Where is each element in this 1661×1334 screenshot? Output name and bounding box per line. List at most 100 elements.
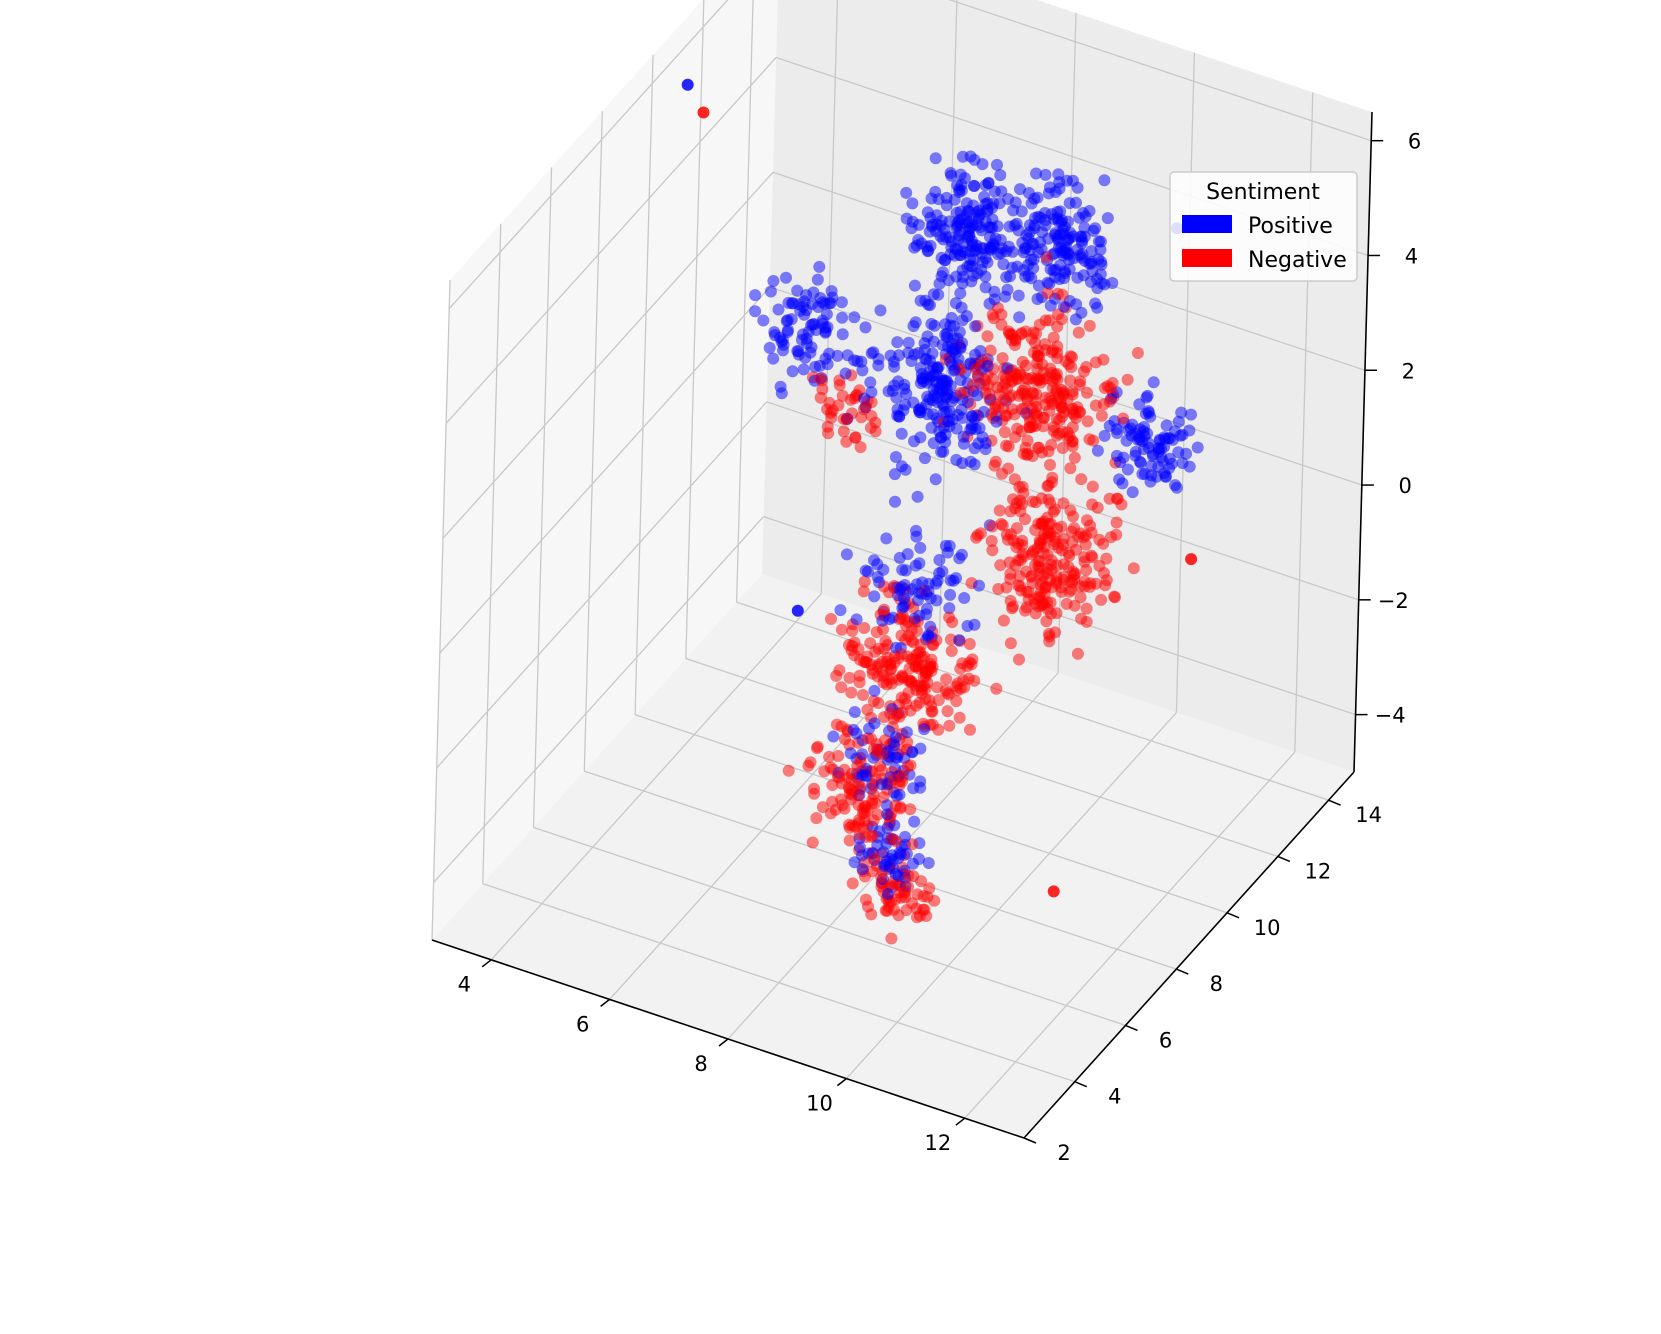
- data-point-positive: [1058, 300, 1070, 313]
- data-point-negative: [1072, 326, 1085, 339]
- data-point-negative: [897, 671, 909, 684]
- data-point-negative: [913, 696, 926, 709]
- data-point-negative: [845, 767, 858, 780]
- data-point-positive: [900, 186, 913, 199]
- data-point-negative: [943, 719, 956, 732]
- data-point-negative: [992, 583, 1005, 595]
- data-point-negative: [1080, 615, 1093, 628]
- data-point-positive: [906, 215, 919, 228]
- data-point-positive: [872, 359, 885, 372]
- grid-line: [533, 826, 1126, 1027]
- data-point-positive: [881, 808, 894, 821]
- data-point-negative: [946, 616, 959, 629]
- data-point-negative: [1065, 583, 1078, 596]
- data-point-positive: [847, 723, 860, 736]
- data-point-positive: [960, 310, 973, 323]
- data-point-negative: [1115, 498, 1128, 511]
- data-point-positive: [821, 321, 834, 334]
- data-point-negative: [914, 638, 927, 651]
- data-point-negative: [1045, 366, 1058, 379]
- data-point-positive: [836, 311, 849, 324]
- data-point-positive: [936, 375, 949, 387]
- data-point-positive: [909, 559, 922, 572]
- data-point-negative: [1025, 421, 1038, 433]
- data-point-positive: [775, 335, 788, 348]
- data-point-positive: [895, 427, 908, 440]
- data-point-positive: [967, 269, 980, 282]
- data-point-negative: [1012, 389, 1025, 402]
- grid-line: [448, 0, 729, 310]
- grid-line: [431, 279, 451, 941]
- data-point-negative: [811, 742, 823, 755]
- data-point-positive: [1106, 277, 1119, 289]
- data-point-positive: [749, 289, 762, 302]
- data-point-positive: [928, 319, 941, 332]
- data-point-positive: [840, 548, 853, 561]
- data-point-negative: [858, 575, 871, 588]
- data-point-positive: [856, 849, 868, 862]
- data-point-positive: [929, 473, 942, 486]
- data-point-positive: [981, 360, 994, 372]
- data-point-negative: [1044, 458, 1056, 471]
- data-point-positive: [910, 530, 923, 543]
- data-point-negative: [1110, 516, 1123, 529]
- data-point-negative: [925, 665, 938, 677]
- data-point-positive: [969, 320, 982, 333]
- data-point-negative: [1037, 420, 1050, 433]
- data-point-positive: [874, 304, 887, 317]
- data-point-positive: [880, 855, 893, 868]
- grid-lines: [431, 0, 1372, 1139]
- grid-line: [634, 714, 1228, 914]
- data-point-negative: [1056, 288, 1069, 301]
- data-point-positive: [1029, 211, 1042, 224]
- data-point-positive: [1120, 434, 1133, 447]
- data-point-negative: [1084, 519, 1097, 532]
- data-point-positive: [961, 620, 974, 632]
- data-point-positive: [984, 231, 996, 243]
- data-point-positive: [920, 602, 933, 615]
- data-point-positive: [1134, 456, 1147, 469]
- data-point-negative: [1080, 361, 1093, 373]
- data-point-negative: [1065, 525, 1078, 538]
- data-point-positive: [1185, 408, 1197, 421]
- data-point-negative: [921, 890, 934, 903]
- data-point-negative: [852, 789, 865, 802]
- data-point-negative: [1056, 442, 1069, 454]
- x-tick-mark: [836, 1078, 847, 1087]
- data-point-negative: [865, 908, 878, 921]
- data-point-positive: [1025, 272, 1038, 285]
- data-point-negative: [1004, 369, 1017, 382]
- y-tick-label: 8: [1210, 972, 1223, 996]
- data-point-positive: [1138, 421, 1150, 433]
- data-point-positive: [938, 254, 951, 267]
- data-point-negative: [997, 614, 1010, 627]
- data-point-negative: [838, 802, 851, 815]
- data-point-negative: [1098, 567, 1110, 579]
- data-point-positive: [836, 328, 849, 341]
- data-point-negative: [1000, 528, 1013, 541]
- data-point-positive: [954, 287, 967, 300]
- data-point-positive: [1094, 243, 1107, 256]
- data-point-negative: [1021, 434, 1034, 447]
- data-point-positive: [912, 347, 925, 359]
- data-point-positive: [848, 354, 861, 367]
- data-point-negative: [881, 655, 893, 668]
- data-point-positive: [865, 386, 878, 399]
- data-point-negative: [830, 669, 843, 682]
- data-point-negative: [902, 880, 915, 893]
- data-point-negative: [866, 667, 879, 680]
- data-point-positive: [811, 273, 824, 286]
- data-point-positive: [891, 751, 904, 764]
- data-point-positive: [923, 225, 936, 238]
- data-point-negative: [835, 681, 848, 694]
- data-point-positive: [893, 788, 906, 801]
- data-point-positive: [944, 167, 957, 179]
- data-point-negative: [885, 932, 898, 945]
- data-point-positive: [907, 396, 920, 409]
- data-point-negative: [1017, 487, 1030, 500]
- data-point-positive: [1055, 216, 1068, 229]
- data-point-positive: [908, 279, 921, 292]
- data-point-negative: [986, 544, 999, 557]
- data-point-positive: [922, 857, 935, 869]
